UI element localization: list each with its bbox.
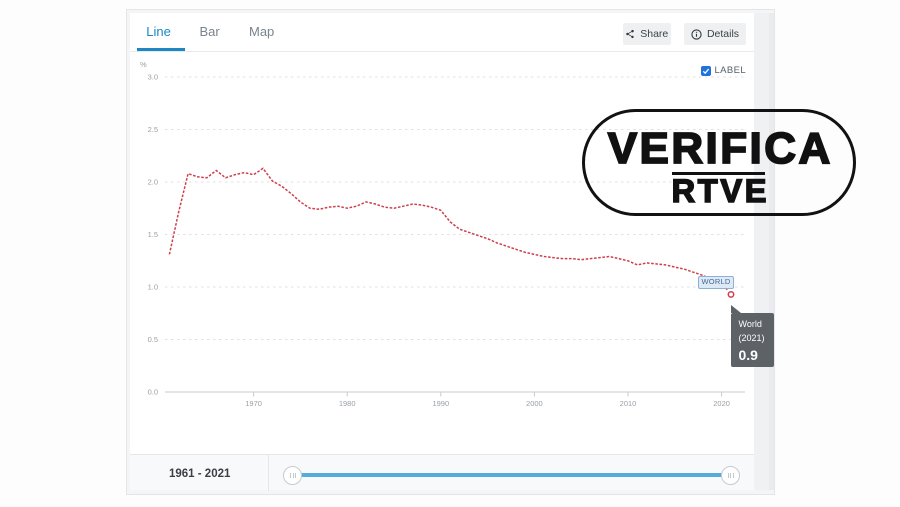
svg-text:%: % xyxy=(140,60,147,69)
svg-text:1.5: 1.5 xyxy=(148,230,158,239)
svg-text:2.5: 2.5 xyxy=(148,125,158,134)
svg-text:2010: 2010 xyxy=(620,399,637,408)
svg-text:1.0: 1.0 xyxy=(148,283,158,292)
svg-text:1980: 1980 xyxy=(339,399,356,408)
svg-text:2.0: 2.0 xyxy=(148,178,158,187)
svg-text:1990: 1990 xyxy=(432,399,449,408)
svg-text:2020: 2020 xyxy=(713,399,730,408)
svg-text:0.0: 0.0 xyxy=(148,388,158,397)
svg-text:0.5: 0.5 xyxy=(148,335,158,344)
svg-text:1970: 1970 xyxy=(245,399,262,408)
svg-text:2000: 2000 xyxy=(526,399,543,408)
svg-text:3.0: 3.0 xyxy=(148,73,158,82)
